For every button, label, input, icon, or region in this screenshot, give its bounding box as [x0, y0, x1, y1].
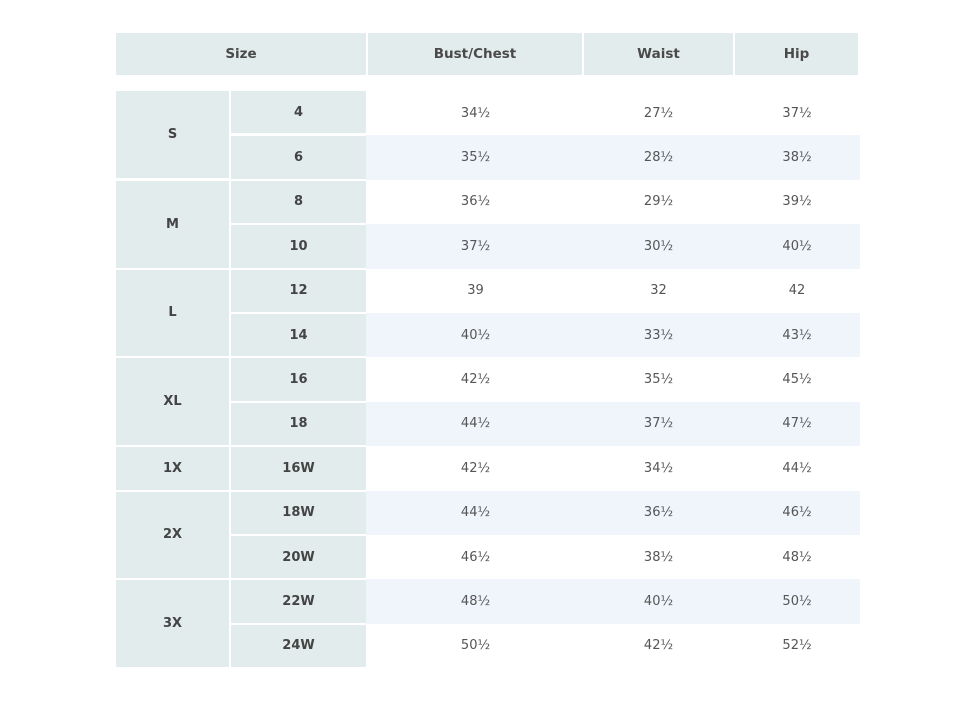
bust-cell: 35½	[460, 150, 491, 166]
size-number-cell: 6	[231, 136, 366, 179]
size-group-cell: L	[116, 269, 229, 357]
bust-cell: 39	[467, 283, 484, 299]
waist-cell: 37½	[643, 416, 674, 432]
hip-cell: 45½	[782, 372, 812, 388]
table-row	[366, 490, 860, 535]
hip-cell: 46½	[782, 505, 812, 521]
bust-cell: 48½	[460, 594, 491, 610]
bust-cell: 42½	[460, 460, 491, 476]
size-number-cell: 22W	[231, 580, 366, 623]
size-number-cell: 18	[231, 402, 366, 446]
size-group-cell: 1X	[116, 447, 229, 490]
size-number-cell: 8	[231, 180, 366, 224]
waist-cell: 36½	[643, 505, 674, 521]
table-row	[366, 579, 860, 624]
size-group-cell: S	[116, 91, 229, 178]
bust-cell: 42½	[460, 372, 491, 388]
waist-cell: 35½	[643, 372, 674, 388]
size-number-cell: 18W	[231, 491, 366, 534]
waist-cell: 29½	[643, 194, 674, 210]
bust-cell: 50½	[460, 638, 491, 654]
hip-cell: 47½	[782, 416, 812, 432]
header-bust: Bust/Chest	[368, 33, 582, 75]
bust-cell: 36½	[460, 194, 491, 210]
size-group-cell: XL	[116, 358, 229, 446]
size-number-cell: 14	[231, 314, 366, 357]
table-row	[366, 135, 860, 180]
bust-cell: 37½	[460, 238, 491, 254]
size-group-cell: 3X	[116, 580, 229, 668]
hip-cell: 43½	[782, 327, 812, 343]
hip-cell: 52½	[782, 638, 812, 654]
waist-cell: 32	[650, 283, 667, 299]
hip-cell: 39½	[782, 194, 812, 210]
hip-cell: 48½	[782, 549, 812, 565]
hip-cell: 44½	[782, 460, 812, 476]
bust-cell: 46½	[460, 549, 491, 565]
size-number-cell: 10	[231, 225, 366, 268]
bust-cell: 40½	[460, 327, 491, 343]
waist-cell: 38½	[643, 549, 674, 565]
size-number-cell: 16	[231, 358, 366, 401]
table-row	[366, 313, 860, 358]
size-number-cell: 24W	[231, 624, 366, 668]
bust-cell: 44½	[460, 505, 491, 521]
table-row	[366, 224, 860, 269]
hip-cell: 37½	[782, 105, 812, 121]
hip-cell: 42	[788, 283, 806, 299]
header-size: Size	[116, 33, 366, 75]
waist-cell: 28½	[643, 150, 674, 166]
header-waist: Waist	[584, 33, 733, 75]
size-group-cell: M	[116, 180, 229, 268]
table-row	[366, 401, 860, 447]
waist-cell: 40½	[643, 594, 674, 610]
waist-cell: 33½	[643, 327, 674, 343]
waist-cell: 42½	[643, 638, 674, 654]
waist-cell: 30½	[643, 238, 674, 254]
size-number-cell: 20W	[231, 536, 366, 579]
hip-cell: 40½	[782, 238, 812, 254]
hip-cell: 38½	[782, 150, 812, 166]
header-hip: Hip	[735, 33, 858, 75]
waist-cell: 27½	[643, 105, 674, 121]
hip-cell: 50½	[782, 594, 812, 610]
size-number-cell: 12	[231, 269, 366, 312]
size-number-cell: 4	[231, 91, 366, 134]
bust-cell: 34½	[460, 105, 491, 121]
bust-cell: 44½	[460, 416, 491, 432]
waist-cell: 34½	[643, 460, 674, 476]
size-group-cell: 2X	[116, 491, 229, 579]
size-number-cell: 16W	[231, 447, 366, 490]
